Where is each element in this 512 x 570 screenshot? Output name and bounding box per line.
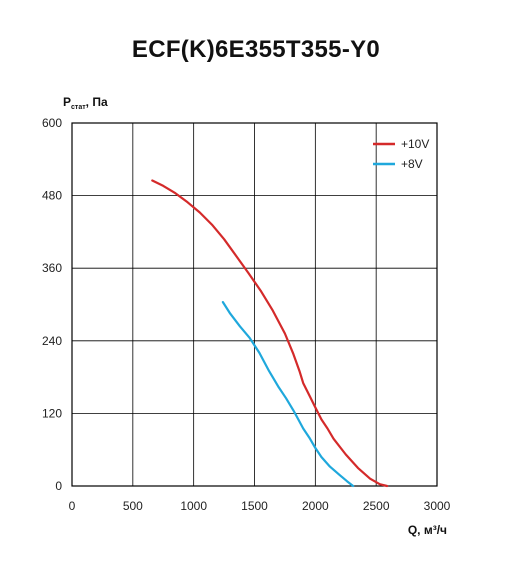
chart-title: ECF(K)6E355T355-Y0 [131,36,381,63]
y-tick-label: 480 [42,189,62,203]
y-tick-label: 240 [42,334,62,348]
y-axis-label: Pстат, Па [63,95,108,111]
x-tick-label: 1000 [180,499,207,513]
y-axis-label-main: P [63,95,71,109]
y-axis-label-unit: , Па [86,95,108,109]
y-tick-label: 360 [42,261,62,275]
grid [71,122,438,487]
x-tick-label: 2000 [302,499,329,513]
y-tick-label: 120 [42,406,62,420]
x-tick-labels: 0 500 1000 1500 2000 2500 3000 [69,499,451,513]
series-lines [151,179,389,488]
legend-label-2: +8V [401,157,423,171]
plot-frame [71,122,438,487]
x-tick-label: 1500 [241,499,268,513]
x-axis-label: Q, м³/ч [408,523,447,537]
x-tick-label: 2500 [363,499,390,513]
y-tick-labels: 0 120 240 360 480 600 [42,116,62,493]
x-tick-label: 3000 [424,499,451,513]
legend-label-1: +10V [401,137,429,151]
legend: +10V +8V [373,137,429,171]
series-line-2 [221,301,355,488]
x-tick-label: 500 [123,499,143,513]
y-tick-label: 0 [55,479,62,493]
x-tick-label: 0 [69,499,76,513]
y-axis-label-sub: стат [71,104,86,111]
y-tick-label: 600 [42,116,62,130]
series-line-1 [151,179,389,488]
